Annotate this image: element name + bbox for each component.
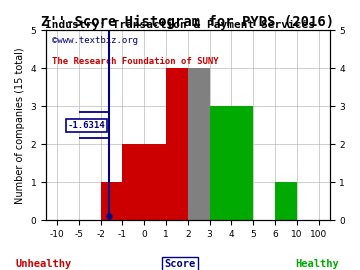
Bar bbox=[122, 144, 166, 220]
Text: ©www.textbiz.org: ©www.textbiz.org bbox=[52, 36, 138, 45]
Text: -1.6314: -1.6314 bbox=[68, 121, 105, 130]
Text: Score: Score bbox=[165, 259, 195, 269]
Text: The Research Foundation of SUNY: The Research Foundation of SUNY bbox=[52, 57, 218, 66]
Text: Industry: Transaction & Payment Services: Industry: Transaction & Payment Services bbox=[45, 20, 315, 30]
Bar bbox=[166, 68, 188, 220]
Bar bbox=[100, 182, 122, 220]
Text: Unhealthy: Unhealthy bbox=[15, 259, 71, 269]
Bar bbox=[188, 68, 210, 220]
Text: Healthy: Healthy bbox=[295, 259, 339, 269]
Bar bbox=[210, 106, 253, 220]
Title: Z''-Score Histogram for PYDS (2016): Z''-Score Histogram for PYDS (2016) bbox=[41, 15, 334, 29]
Y-axis label: Number of companies (15 total): Number of companies (15 total) bbox=[15, 47, 25, 204]
Bar bbox=[275, 182, 297, 220]
